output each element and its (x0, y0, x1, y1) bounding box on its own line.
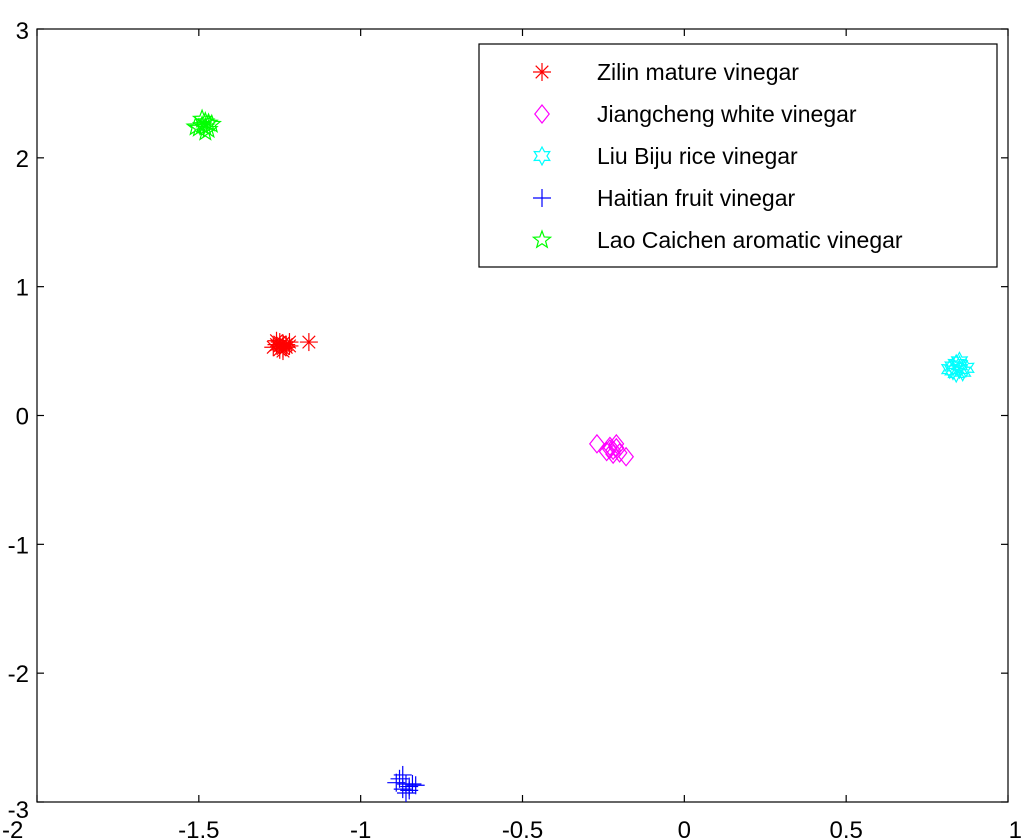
x-tick-label: -0.5 (502, 817, 543, 840)
x-tick-labels: -2 -1.5 -1 -0.5 0 0.5 1 (2, 817, 1022, 840)
y-tick-label: 2 (16, 146, 29, 173)
legend-marker (533, 63, 551, 81)
series-3-points (940, 351, 975, 384)
data-point (396, 783, 415, 802)
axis-ticks (36, 28, 1009, 803)
data-point (393, 765, 412, 784)
legend-marker (533, 145, 551, 167)
legend-marker (533, 189, 551, 207)
legend: Zilin mature vinegar Jiangcheng white vin… (478, 43, 998, 268)
data-point (950, 351, 969, 372)
data-point (957, 357, 975, 379)
data-point (940, 358, 959, 380)
data-point (273, 342, 292, 361)
y-tick-label: 3 (16, 18, 29, 45)
legend-label: Haitian fruit vinegar (597, 185, 795, 211)
x-tick-label: -2 (2, 817, 23, 840)
y-tick-label: 1 (16, 275, 29, 302)
series-1-points (264, 331, 318, 361)
series-4-points (387, 765, 425, 802)
data-point (608, 433, 625, 454)
legend-marker (534, 104, 550, 124)
x-tick-label: -1 (350, 817, 371, 840)
legend-marker (531, 229, 553, 249)
data-point (608, 437, 625, 458)
data-point (195, 116, 216, 136)
data-point (605, 440, 622, 461)
y-tick-label: -1 (8, 532, 29, 559)
data-points (185, 108, 975, 802)
data-point (198, 112, 219, 132)
y-tick-label: -2 (8, 661, 29, 688)
data-point (944, 360, 962, 381)
data-point (299, 333, 318, 352)
data-point (598, 441, 615, 462)
legend-label: Zilin mature vinegar (597, 59, 799, 85)
legend-label: Liu Biju rice vinegar (597, 143, 798, 169)
x-tick-label: 0 (678, 817, 691, 840)
series-2-points (588, 433, 635, 467)
data-point (947, 362, 966, 384)
x-tick-label: 0.5 (829, 817, 862, 840)
x-tick-label: -1.5 (178, 817, 219, 840)
x-tick-label: 1 (1009, 817, 1022, 840)
y-tick-label: 0 (16, 404, 29, 431)
data-point (400, 781, 419, 800)
data-point (588, 433, 605, 454)
legend-label: Jiangcheng white vinegar (597, 101, 857, 127)
y-tick-labels: -3 -2 -1 0 1 2 3 (8, 18, 29, 824)
data-point (618, 446, 635, 467)
y-tick-label: -3 (8, 797, 29, 824)
series-5-points (185, 108, 222, 141)
legend-box (478, 43, 998, 268)
data-point (601, 439, 618, 459)
legend-label: Lao Caichen aromatic vinegar (597, 227, 903, 253)
